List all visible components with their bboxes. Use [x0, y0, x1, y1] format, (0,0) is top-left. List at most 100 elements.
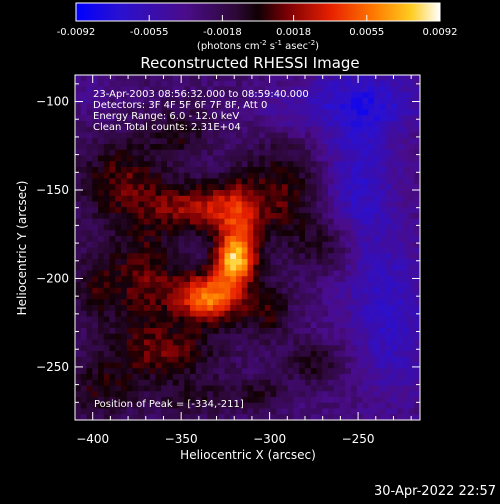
- heatmap-cell: [92, 149, 99, 156]
- heatmap-cell: [230, 218, 237, 225]
- heatmap-cell: [241, 351, 248, 358]
- heatmap-cell: [201, 92, 208, 99]
- heatmap-cell: [414, 282, 421, 289]
- heatmap-cell: [236, 190, 243, 197]
- heatmap-cell: [316, 316, 323, 323]
- heatmap-cell: [224, 310, 231, 317]
- heatmap-cell: [391, 109, 398, 116]
- heatmap-cell: [201, 333, 208, 340]
- heatmap-cell: [408, 299, 415, 306]
- heatmap-cell: [374, 247, 381, 254]
- heatmap-cell: [351, 167, 358, 174]
- heatmap-cell: [414, 103, 421, 110]
- heatmap-cell: [126, 103, 133, 110]
- heatmap-cell: [92, 201, 99, 208]
- heatmap-cell: [414, 86, 421, 93]
- heatmap-cell: [385, 144, 392, 151]
- heatmap-cell: [414, 299, 421, 306]
- heatmap-cell: [247, 356, 254, 363]
- heatmap-cell: [408, 241, 415, 248]
- heatmap-cell: [322, 75, 329, 82]
- heatmap-cell: [374, 414, 381, 421]
- heatmap-cell: [264, 385, 271, 392]
- heatmap-cell: [333, 86, 340, 93]
- heatmap-cell: [149, 161, 156, 168]
- heatmap-cell: [109, 132, 116, 139]
- heatmap-cell: [155, 213, 162, 220]
- heatmap-cell: [414, 402, 421, 409]
- heatmap-cell: [402, 276, 409, 283]
- heatmap-cell: [270, 333, 277, 340]
- heatmap-cell: [356, 287, 363, 294]
- heatmap-cell: [167, 224, 174, 231]
- heatmap-cell: [184, 408, 191, 415]
- heatmap-cell: [397, 293, 404, 300]
- heatmap-cell: [264, 207, 271, 214]
- heatmap-cell: [178, 236, 185, 243]
- heatmap-image: [75, 75, 421, 421]
- heatmap-cell: [414, 356, 421, 363]
- heatmap-cell: [161, 293, 168, 300]
- heatmap-cell: [132, 161, 139, 168]
- heatmap-cell: [103, 362, 110, 369]
- heatmap-cell: [408, 351, 415, 358]
- heatmap-cell: [414, 362, 421, 369]
- heatmap-cell: [333, 115, 340, 122]
- heatmap-cell: [305, 190, 312, 197]
- heatmap-cell: [184, 264, 191, 271]
- heatmap-cell: [132, 109, 139, 116]
- heatmap-cell: [385, 80, 392, 87]
- heatmap-cell: [224, 213, 231, 220]
- heatmap-cell: [282, 161, 289, 168]
- heatmap-cell: [115, 144, 122, 151]
- heatmap-cell: [368, 161, 375, 168]
- heatmap-cell: [241, 75, 248, 82]
- heatmap-cell: [293, 126, 300, 133]
- heatmap-cell: [138, 328, 145, 335]
- heatmap-cell: [167, 149, 174, 156]
- heatmap-cell: [414, 213, 421, 220]
- heatmap-cell: [391, 247, 398, 254]
- heatmap-cell: [80, 305, 87, 312]
- heatmap-cell: [322, 126, 329, 133]
- heatmap-cell: [155, 287, 162, 294]
- heatmap-cell: [397, 282, 404, 289]
- heatmap-cell: [368, 80, 375, 87]
- heatmap-cell: [322, 339, 329, 346]
- heatmap-cell: [126, 184, 133, 191]
- heatmap-cell: [282, 368, 289, 375]
- heatmap-cell: [259, 374, 266, 381]
- heatmap-cell: [282, 207, 289, 214]
- heatmap-cell: [328, 356, 335, 363]
- heatmap-cell: [374, 368, 381, 375]
- heatmap-cell: [126, 374, 133, 381]
- heatmap-cell: [391, 172, 398, 179]
- heatmap-cell: [178, 172, 185, 179]
- heatmap-cell: [379, 149, 386, 156]
- heatmap-cell: [305, 391, 312, 398]
- heatmap-cell: [322, 276, 329, 283]
- heatmap-cell: [316, 379, 323, 386]
- heatmap-cell: [86, 305, 93, 312]
- heatmap-cell: [264, 259, 271, 266]
- heatmap-cell: [374, 213, 381, 220]
- heatmap-cell: [241, 126, 248, 133]
- heatmap-cell: [138, 391, 145, 398]
- heatmap-cell: [339, 172, 346, 179]
- heatmap-cell: [115, 351, 122, 358]
- heatmap-cell: [276, 138, 283, 145]
- heatmap-cell: [195, 184, 202, 191]
- heatmap-cell: [149, 397, 156, 404]
- heatmap-cell: [195, 190, 202, 197]
- heatmap-cell: [241, 190, 248, 197]
- heatmap-cell: [414, 259, 421, 266]
- heatmap-cell: [402, 218, 409, 225]
- heatmap-cell: [190, 276, 197, 283]
- heatmap-cell: [385, 92, 392, 99]
- heatmap-cell: [132, 328, 139, 335]
- heatmap-cell: [121, 80, 128, 87]
- heatmap-cell: [201, 351, 208, 358]
- heatmap-cell: [259, 178, 266, 185]
- heatmap-cell: [339, 236, 346, 243]
- heatmap-cell: [276, 379, 283, 386]
